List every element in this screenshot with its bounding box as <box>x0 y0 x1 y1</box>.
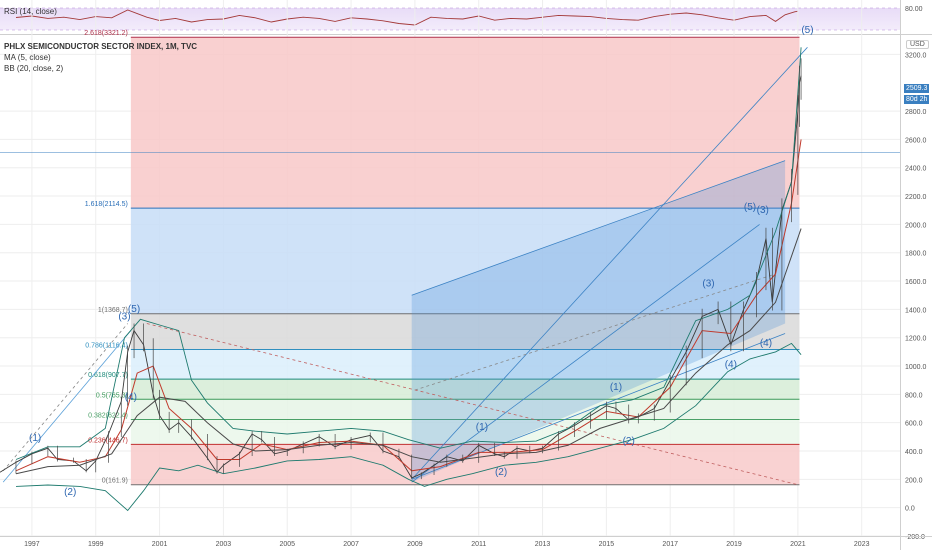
fib-level-label: 0.786(1116.4) <box>85 343 128 350</box>
fib-zone <box>130 313 800 350</box>
series-layer <box>0 47 900 512</box>
wave-label: (3) <box>757 205 769 216</box>
trend-drawings <box>2 47 808 486</box>
x-tick-label: 2019 <box>726 541 742 548</box>
x-tick-label: 2013 <box>535 541 551 548</box>
rsi-legend: RSI (14, close) <box>4 7 57 16</box>
y-tick-label: 400.0 <box>905 449 923 456</box>
wave-label: (1) <box>610 382 622 393</box>
dashed-trend <box>2 323 128 472</box>
channel-top <box>411 160 786 296</box>
trend-channel <box>411 160 786 483</box>
x-tick-label: 2023 <box>854 541 870 548</box>
fib-zone <box>130 419 800 445</box>
fib-zone <box>130 399 800 420</box>
wave-labels: (1)(2)(3)(5)(4)(1)(2)(1)(2)(3)(4)(5) (3)(… <box>29 25 814 498</box>
x-tick-label: 1997 <box>24 541 40 548</box>
y-tick-label: 2200.0 <box>905 194 927 201</box>
x-tick-label: 2003 <box>216 541 232 548</box>
wave-label: (5) <box>801 25 813 36</box>
wave-label: (4) <box>125 392 137 403</box>
series-bb-20-close-2-lower <box>15 342 802 512</box>
dashed-trend <box>146 323 798 486</box>
y-tick-label: 200.0 <box>905 477 923 484</box>
series-bb-20-close-2-upper <box>15 47 802 460</box>
fib-level-label: 0.618(907.7) <box>88 372 128 379</box>
symbol-title: PHLX SEMICONDUCTOR SECTOR INDEX, 1M, TVC <box>4 42 198 51</box>
x-tick-label: 2017 <box>662 541 678 548</box>
y-tick-label: 1000.0 <box>905 364 927 371</box>
y-tick-label: 3200.0 <box>905 52 927 59</box>
fib-zone <box>130 444 800 485</box>
x-tick-label: 2011 <box>471 541 486 548</box>
wave-line <box>411 224 760 483</box>
x-tick-label: 2021 <box>790 541 806 548</box>
rsi-level-label: 80.00 <box>905 6 923 13</box>
y-tick-label: 2800.0 <box>905 109 927 116</box>
x-tick-label: 2005 <box>279 541 295 548</box>
fib-level-label: 1(1368.7) <box>98 307 128 314</box>
y-tick-label: 1400.0 <box>905 307 927 314</box>
wave-label: (4) <box>760 338 772 349</box>
wave-label: (4) <box>725 359 737 370</box>
fib-zone <box>130 208 800 314</box>
fib-level-label: 2.618(3321.2) <box>84 30 128 37</box>
y-tick-label: 800.0 <box>905 392 923 399</box>
x-tick-label: 2007 <box>343 541 359 548</box>
price-axis[interactable]: -200.0 0.0 200.0 400.0 600.0 800.0 1000.0 1200.… <box>905 52 927 541</box>
fib-zone <box>130 349 800 380</box>
countdown-tag: 80d 2h <box>904 95 930 104</box>
fib-level-label: 0.236(446.7) <box>88 437 128 444</box>
y-tick-label: 1600.0 <box>905 279 927 286</box>
fib-zone <box>130 37 800 209</box>
fib-level-label: 1.618(2114.5) <box>85 201 128 208</box>
wave-label: (2) <box>623 436 635 447</box>
wave-line <box>411 47 808 480</box>
x-tick-label: 2009 <box>407 541 423 548</box>
y-tick-label: -200.0 <box>905 534 925 541</box>
wave-label: (5) <box>128 304 140 315</box>
wave-label: (2) <box>495 467 507 478</box>
y-tick-label: 600.0 <box>905 421 923 428</box>
time-axis[interactable]: 1997 1999 2001 2003 2005 2007 2009 2011 2013 2015… <box>0 536 932 549</box>
y-tick-label: 2400.0 <box>905 166 927 173</box>
rsi-band <box>0 8 900 30</box>
wave-label: (3) <box>118 311 130 322</box>
series-price <box>0 75 802 479</box>
wave-label: (2) <box>64 487 76 498</box>
fib-level-label: 0(161.9) <box>102 478 128 485</box>
last-price-tag: 2509.3 <box>904 84 930 93</box>
y-tick-label: 1200.0 <box>905 336 927 343</box>
fib-zone <box>130 379 800 400</box>
wave-label: (1) <box>476 422 488 433</box>
ma-legend: MA (5, close) <box>4 53 51 62</box>
wave-label: (5) <box>744 202 756 213</box>
wave-line <box>2 330 132 483</box>
x-tick-label: 2001 <box>152 541 168 548</box>
wave-label: (1) <box>29 433 41 444</box>
y-tick-label: 0.0 <box>905 506 915 513</box>
y-tick-label: 2600.0 <box>905 137 927 144</box>
currency-badge[interactable]: USD <box>906 40 929 49</box>
fibonacci-levels: 2.618(3321.2) 1.618(2114.5) 1(1368.7) 0.786… <box>84 30 800 486</box>
x-tick-label: 1999 <box>88 541 104 548</box>
y-tick-label: 1800.0 <box>905 251 927 258</box>
x-tick-label: 2015 <box>599 541 615 548</box>
series-bb-20-close-2-basis <box>15 228 802 475</box>
wave-label: (3) <box>702 279 714 290</box>
bb-legend: BB (20, close, 2) <box>4 64 64 73</box>
y-tick-label: 2000.0 <box>905 222 927 229</box>
